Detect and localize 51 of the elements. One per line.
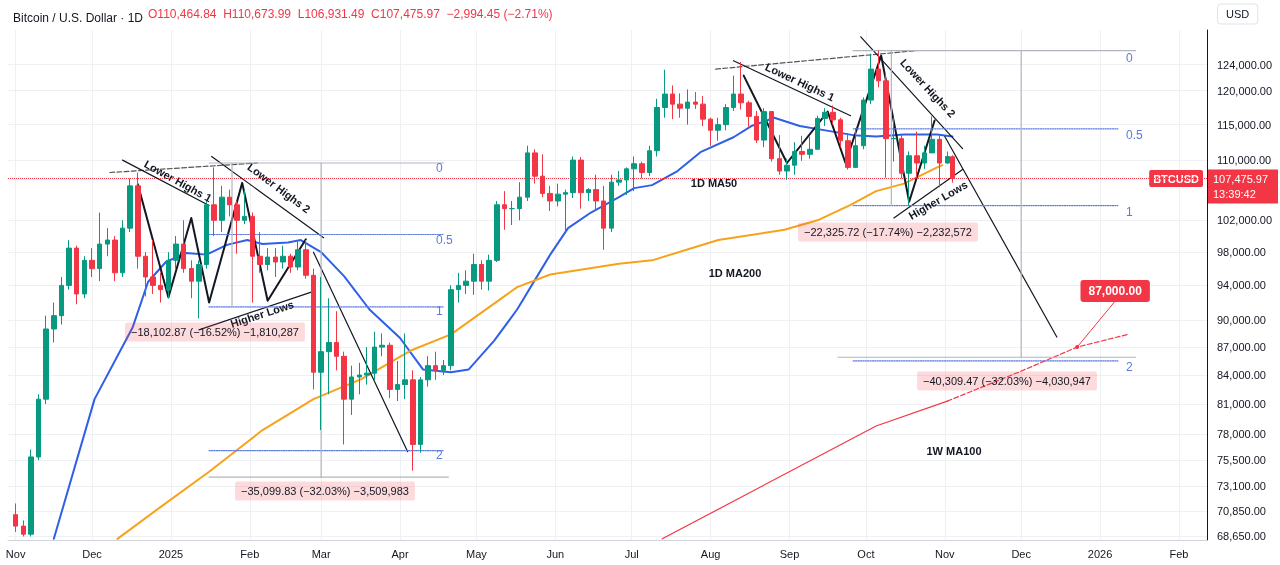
x-tick-label: 2026 <box>1087 547 1113 560</box>
y-tick-label: 98,000.00 <box>1217 246 1266 259</box>
text: 13:39:42 <box>1213 187 1256 200</box>
x-tick-label: Apr <box>391 547 409 560</box>
annotation: 87,000.00 <box>1088 284 1143 299</box>
annotation: 1D MA50 <box>690 177 738 189</box>
y-tick-label: 120,000.00 <box>1217 84 1273 97</box>
annotation: 0 <box>1126 51 1133 65</box>
x-tick-label: Nov <box>935 547 956 560</box>
x-tick-label: Aug <box>700 547 721 560</box>
annotation: 1 <box>1126 205 1133 219</box>
y-tick-label: 78,000.00 <box>1217 428 1266 441</box>
y-tick-label: 94,000.00 <box>1217 279 1266 292</box>
y-tick-label: 115,000.00 <box>1217 118 1272 131</box>
y-tick-label: 84,000.00 <box>1217 369 1266 382</box>
annotation: 0.5 <box>436 233 454 247</box>
x-tick-label: Mar <box>311 547 331 560</box>
x-tick-label: Nov <box>5 547 26 560</box>
annotation: −40,309.47 (−32.03%) −4,030,947 <box>923 375 1091 387</box>
y-tick-label: 75,500.00 <box>1217 454 1266 467</box>
y-tick-label: 73,100.00 <box>1217 479 1266 492</box>
annotation: 1D MA200 <box>708 267 762 279</box>
y-tick-label: 81,000.00 <box>1217 398 1266 411</box>
y-tick-label: 124,000.00 <box>1217 58 1273 71</box>
annotation: 1W MA100 <box>926 445 982 457</box>
annotation: −22,325.72 (−17.74%) −2,232,572 <box>804 226 972 238</box>
annotation: −35,099.83 (−32.03%) −3,509,983 <box>241 485 409 497</box>
annotation: 2 <box>1126 360 1133 374</box>
x-tick-label: Jul <box>624 547 639 560</box>
x-tick-label: Dec <box>1011 547 1032 560</box>
x-tick-label: Feb <box>240 547 260 560</box>
y-tick-label: 102,000.00 <box>1217 214 1273 227</box>
x-tick-label: 2025 <box>158 547 184 560</box>
annotation: 0 <box>436 161 443 175</box>
text: O110,464.84 H110,673.99 L106,931.49 C107,475.97 −2,994.45 (−2.71%) <box>148 7 553 21</box>
text: USD <box>1226 8 1250 20</box>
annotation: 1 <box>436 304 443 318</box>
x-tick-label: Sep <box>779 547 800 560</box>
y-tick-label: 70,850.00 <box>1217 504 1266 517</box>
annotation: 0.5 <box>1126 128 1144 142</box>
x-tick-label: Feb <box>1169 547 1189 560</box>
y-tick-label: 87,000.00 <box>1217 341 1266 354</box>
chart-title: Bitcoin / U.S. Dollar · 1D <box>13 11 144 25</box>
x-tick-label: Oct <box>857 547 875 560</box>
x-tick-label: May <box>466 547 488 560</box>
text: 107,475.97 <box>1213 172 1269 185</box>
y-tick-label: 68,650.00 <box>1217 529 1266 542</box>
y-tick-label: 110,000.00 <box>1217 154 1272 167</box>
x-tick-label: Jun <box>546 547 565 560</box>
y-tick-label: 90,000.00 <box>1217 314 1266 327</box>
x-tick-label: Dec <box>82 547 103 560</box>
